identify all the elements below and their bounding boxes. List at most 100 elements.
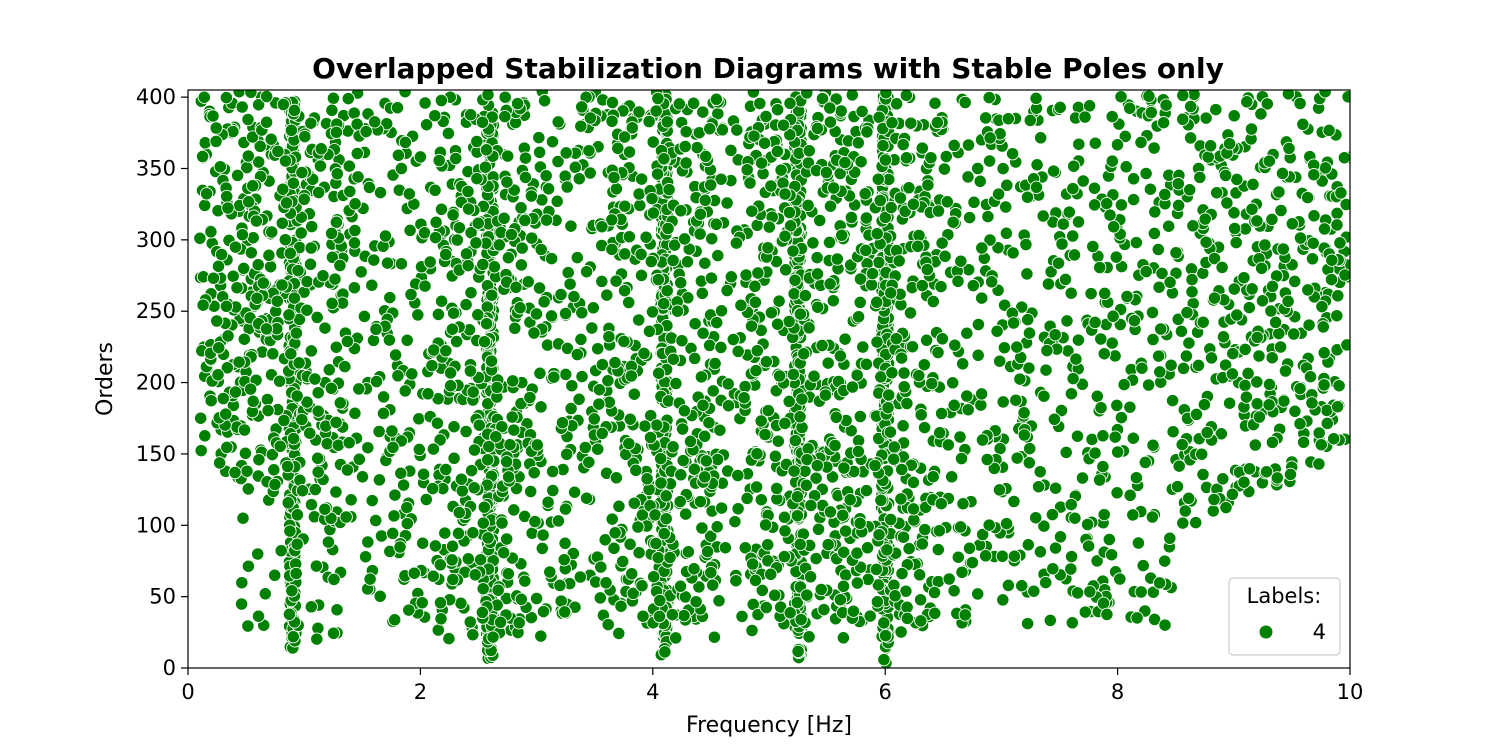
scatter-point bbox=[1087, 198, 1102, 212]
scatter-point bbox=[372, 424, 386, 439]
scatter-point bbox=[1145, 510, 1160, 524]
scatter-point bbox=[992, 483, 1007, 497]
scatter-point bbox=[761, 241, 775, 255]
scatter-point bbox=[1238, 378, 1252, 393]
legend: Labels: 4 bbox=[1228, 577, 1341, 656]
scatter-point bbox=[320, 437, 334, 451]
scatter-point bbox=[880, 543, 894, 557]
scatter-point bbox=[1262, 398, 1276, 412]
scatter-point bbox=[617, 130, 632, 144]
scatter-point bbox=[904, 116, 918, 130]
scatter-point bbox=[279, 196, 294, 210]
scatter-point bbox=[679, 125, 693, 139]
scatter-point bbox=[304, 600, 318, 614]
scatter-point bbox=[497, 211, 511, 225]
scatter-point bbox=[558, 169, 572, 183]
scatter-point bbox=[934, 406, 949, 421]
scatter-point bbox=[900, 600, 914, 614]
scatter-point bbox=[960, 389, 974, 403]
scatter-point bbox=[325, 296, 339, 311]
scatter-point bbox=[726, 332, 740, 347]
scatter-point bbox=[1207, 492, 1221, 507]
scatter-point bbox=[402, 603, 416, 617]
scatter-point bbox=[631, 520, 645, 534]
scatter-point bbox=[823, 505, 838, 519]
scatter-point bbox=[1185, 285, 1199, 299]
scatter-point bbox=[743, 176, 757, 190]
scatter-point bbox=[810, 121, 825, 136]
scatter-point bbox=[844, 210, 859, 225]
scatter-point bbox=[380, 256, 395, 270]
scatter-point bbox=[523, 390, 537, 405]
scatter-point bbox=[747, 129, 761, 143]
scatter-point bbox=[748, 573, 763, 588]
scatter-point bbox=[973, 174, 987, 188]
scatter-point bbox=[947, 398, 961, 412]
scatter-point bbox=[863, 609, 877, 623]
scatter-point bbox=[1179, 349, 1194, 363]
scatter-point bbox=[810, 250, 824, 265]
scatter-point bbox=[374, 529, 389, 543]
scatter-point bbox=[417, 226, 432, 240]
scatter-point bbox=[1126, 192, 1141, 207]
scatter-point bbox=[971, 161, 985, 176]
scatter-point bbox=[1087, 181, 1102, 195]
scatter-point bbox=[284, 347, 298, 361]
scatter-point bbox=[745, 204, 759, 218]
scatter-point bbox=[1147, 226, 1162, 241]
scatter-point bbox=[546, 483, 560, 498]
scatter-point bbox=[529, 307, 544, 321]
scatter-point bbox=[787, 287, 801, 301]
scatter-point bbox=[536, 528, 550, 542]
scatter-point bbox=[761, 538, 775, 552]
scatter-point bbox=[999, 200, 1013, 214]
scatter-point bbox=[1070, 429, 1085, 443]
scatter-point bbox=[340, 334, 355, 349]
scatter-point bbox=[1259, 465, 1274, 479]
scatter-point bbox=[935, 332, 950, 346]
scatter-point bbox=[710, 452, 725, 467]
scatter-point bbox=[906, 475, 921, 490]
scatter-point bbox=[564, 219, 578, 233]
scatter-point bbox=[647, 570, 661, 584]
scatter-point bbox=[308, 482, 322, 497]
scatter-point bbox=[470, 134, 484, 149]
scatter-point bbox=[329, 415, 343, 430]
scatter-point bbox=[560, 447, 574, 461]
scatter-point bbox=[568, 160, 582, 174]
scatter-point bbox=[1320, 416, 1334, 431]
scatter-point bbox=[455, 484, 469, 498]
scatter-point bbox=[1244, 122, 1259, 136]
scatter-point bbox=[1059, 445, 1073, 460]
scatter-point bbox=[443, 379, 458, 393]
scatter-point bbox=[974, 387, 989, 401]
scatter-point bbox=[640, 472, 654, 486]
scatter-point bbox=[434, 612, 448, 626]
scatter-point bbox=[412, 442, 426, 457]
scatter-point bbox=[1151, 349, 1166, 363]
scatter-point bbox=[674, 276, 688, 290]
scatter-point bbox=[1102, 532, 1116, 547]
scatter-point bbox=[714, 340, 728, 355]
scatter-point bbox=[902, 181, 916, 195]
scatter-point bbox=[318, 502, 332, 516]
scatter-point bbox=[226, 269, 240, 283]
x-tick-label: 10 bbox=[1337, 680, 1364, 704]
scatter-point bbox=[1005, 147, 1020, 161]
scatter-point bbox=[446, 572, 460, 587]
scatter-point bbox=[445, 539, 460, 553]
scatter-point bbox=[514, 592, 528, 606]
scatter-point bbox=[768, 588, 782, 602]
scatter-point bbox=[582, 144, 596, 158]
scatter-point bbox=[574, 332, 588, 347]
scatter-point bbox=[237, 332, 251, 346]
scatter-point bbox=[347, 281, 362, 295]
scatter-point bbox=[774, 163, 788, 177]
scatter-point bbox=[1301, 283, 1315, 297]
scatter-point bbox=[894, 492, 908, 506]
scatter-point bbox=[463, 108, 478, 122]
scatter-point bbox=[1105, 109, 1119, 124]
scatter-point bbox=[447, 420, 461, 434]
scatter-point bbox=[235, 228, 250, 242]
scatter-point bbox=[974, 398, 988, 412]
